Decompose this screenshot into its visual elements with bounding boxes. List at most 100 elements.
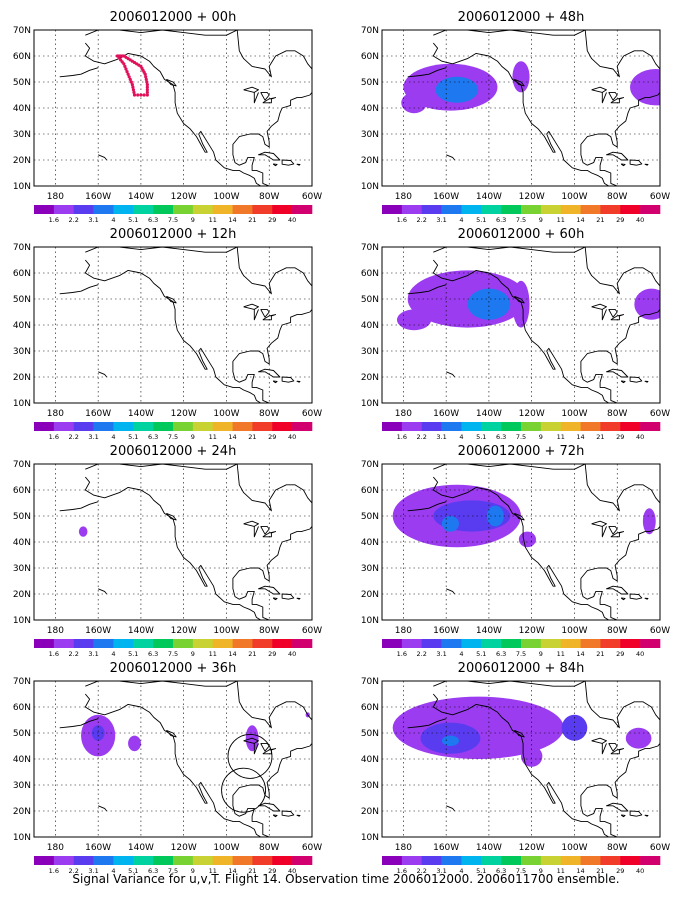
variance-region xyxy=(441,735,459,746)
island xyxy=(644,380,649,383)
hudson-bay-coast xyxy=(584,30,660,78)
lat-tick-label: 20N xyxy=(361,373,379,383)
flight-track-point xyxy=(142,93,146,97)
colorbar-label: 2.2 xyxy=(69,216,79,224)
colorbar-segment xyxy=(113,205,134,214)
lat-tick-label: 40N xyxy=(13,321,31,331)
great-lake xyxy=(260,525,270,535)
colorbar-label: 40 xyxy=(288,867,296,875)
colorbar-segment xyxy=(133,205,154,214)
lon-tick-label: 60W xyxy=(302,409,322,419)
colorbar-label: 14 xyxy=(228,867,236,875)
colorbar-segment xyxy=(540,856,562,865)
colorbar-segment xyxy=(401,205,423,214)
lon-tick-label: 120W xyxy=(519,626,545,636)
lat-tick-label: 20N xyxy=(13,807,31,817)
colorbar-label: 40 xyxy=(636,650,644,658)
colorbar-label: 11 xyxy=(557,433,565,441)
colorbar-label: 11 xyxy=(557,216,565,224)
panel-title: 2006012000 + 84h xyxy=(458,661,585,676)
target-ring xyxy=(221,767,267,813)
island xyxy=(644,597,649,600)
colorbar-segment xyxy=(640,205,661,214)
colorbar-segment xyxy=(53,205,75,214)
island xyxy=(644,814,649,817)
colorbar-label: 2.2 xyxy=(69,650,79,658)
colorbar-segment xyxy=(173,205,194,214)
colorbar-segment xyxy=(133,856,154,865)
lat-tick-label: 60N xyxy=(361,703,379,713)
colorbar-label: 9 xyxy=(191,867,195,875)
aleutian-islands xyxy=(407,67,447,78)
colorbar-segment xyxy=(252,856,273,865)
flight-track-point xyxy=(125,70,129,74)
island xyxy=(296,814,301,817)
colorbar-label: 6.3 xyxy=(496,650,506,658)
island xyxy=(621,814,626,818)
colorbar-label: 3.1 xyxy=(88,650,98,658)
lon-tick-label: 120W xyxy=(171,843,197,853)
variance-region xyxy=(467,288,511,320)
colorbar-label: 29 xyxy=(616,867,624,875)
colorbar-label: 7.5 xyxy=(516,650,526,658)
lat-tick-label: 50N xyxy=(361,729,379,739)
colorbar-segment xyxy=(560,639,581,648)
hawaiian-islands xyxy=(98,805,108,812)
lon-tick-label: 100W xyxy=(561,843,587,853)
aleutian-islands xyxy=(59,67,99,78)
colorbar-label: 5.1 xyxy=(128,216,138,224)
lat-tick-label: 70N xyxy=(13,677,31,687)
colorbar-label: 6.3 xyxy=(148,867,158,875)
colorbar-segment xyxy=(521,422,542,431)
colorbar-segment xyxy=(461,639,482,648)
colorbar-segment xyxy=(53,422,75,431)
island xyxy=(514,295,525,304)
great-lake xyxy=(608,525,618,535)
colorbar-label: 3.1 xyxy=(436,867,446,875)
colorbar-segment xyxy=(501,422,522,431)
colorbar-label: 7.5 xyxy=(168,216,178,224)
colorbar-label: 1.6 xyxy=(397,433,407,441)
lon-tick-label: 160W xyxy=(85,626,111,636)
lon-tick-label: 60W xyxy=(302,192,322,202)
colorbar-label: 9 xyxy=(539,867,543,875)
lat-tick-label: 50N xyxy=(13,512,31,522)
panel-title: 2006012000 + 72h xyxy=(458,444,585,459)
variance-region xyxy=(396,309,432,331)
lon-tick-label: 140W xyxy=(128,843,154,853)
colorbar-segment xyxy=(640,639,661,648)
lat-tick-label: 50N xyxy=(361,295,379,305)
lon-tick-label: 120W xyxy=(171,626,197,636)
lat-tick-label: 20N xyxy=(13,156,31,166)
flight-track-point xyxy=(127,75,131,79)
colorbar-segment xyxy=(521,639,542,648)
colorbar-segment xyxy=(501,205,522,214)
island xyxy=(644,163,649,166)
lon-tick-label: 160W xyxy=(433,843,459,853)
island xyxy=(273,597,278,601)
lon-tick-label: 80W xyxy=(259,626,279,636)
lon-tick-label: 160W xyxy=(433,626,459,636)
colorbar-label: 21 xyxy=(248,867,256,875)
lon-tick-label: 100W xyxy=(561,626,587,636)
lon-tick-label: 160W xyxy=(85,192,111,202)
colorbar-label: 14 xyxy=(576,433,584,441)
colorbar-label: 14 xyxy=(576,867,584,875)
colorbar-segment xyxy=(620,422,641,431)
hudson-bay-coast xyxy=(584,464,660,512)
colorbar-label: 1.6 xyxy=(49,650,59,658)
map-frame xyxy=(33,680,313,838)
colorbar-label: 2.2 xyxy=(417,650,427,658)
colorbar-segment xyxy=(252,422,273,431)
lon-tick-label: 140W xyxy=(476,192,502,202)
colorbar-segment xyxy=(421,205,442,214)
map-frame xyxy=(381,680,661,838)
island xyxy=(166,729,177,738)
map-plot-area xyxy=(382,464,660,620)
lat-tick-label: 40N xyxy=(361,104,379,114)
colorbar-segment xyxy=(232,856,253,865)
colorbar-segment xyxy=(292,639,313,648)
colorbar-segment xyxy=(521,856,542,865)
map-frame xyxy=(33,463,313,621)
hudson-bay-coast xyxy=(236,30,312,78)
